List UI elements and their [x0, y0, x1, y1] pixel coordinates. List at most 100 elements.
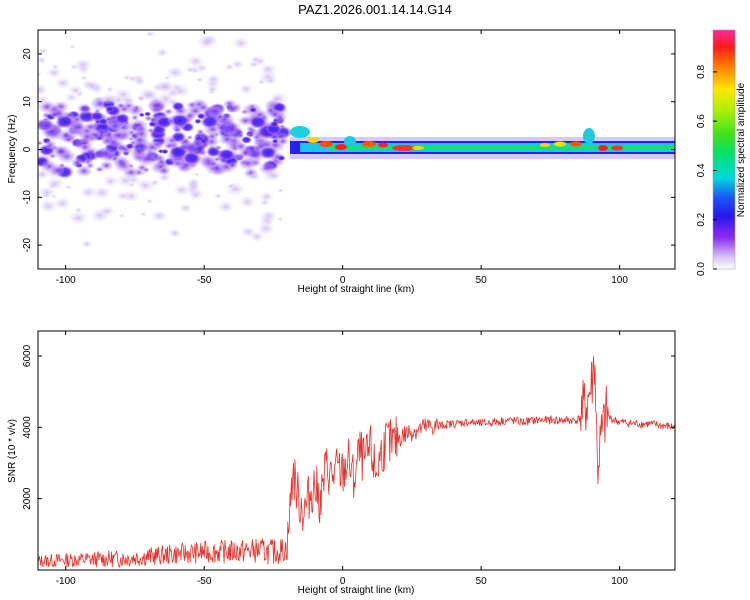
noise-blob: [72, 116, 82, 123]
noise-blob: [267, 99, 274, 105]
noise-blob: [231, 59, 244, 69]
snr-y-ticks: 2000 4000 6000: [22, 344, 675, 510]
noise-blob: [105, 106, 115, 113]
noise-blob: [136, 95, 145, 102]
noise-blob: [140, 170, 147, 176]
noise-blob: [163, 141, 175, 150]
noise-blob: [38, 140, 44, 146]
noise-blob: [115, 113, 130, 124]
noise-blob: [182, 152, 201, 165]
noise-blob: [249, 231, 265, 242]
noise-blob: [272, 138, 279, 144]
noise-blob: [206, 146, 221, 157]
noise-blob: [166, 66, 185, 79]
spectrogram-image: [38, 30, 675, 269]
noise-blob: [96, 147, 116, 161]
noise-blob: [145, 30, 155, 38]
y-tick-label: 0: [22, 146, 33, 152]
noise-blob: [74, 58, 92, 71]
spectrogram-x-ticks: -100 -50 0 50 100: [56, 30, 628, 286]
noise-blob: [194, 118, 202, 124]
noise-blob: [48, 153, 57, 159]
noise-blob: [119, 95, 135, 106]
noise-blob: [196, 35, 216, 50]
noise-blob: [277, 217, 283, 222]
noise-blob: [217, 200, 235, 213]
noise-blob: [140, 211, 148, 217]
noise-blob: [52, 64, 60, 70]
noise-blob: [133, 105, 140, 111]
noise-blob: [200, 115, 219, 129]
noise-blob: [52, 145, 71, 159]
noise-blob: [135, 178, 155, 192]
noise-blob: [68, 85, 83, 96]
noise-blob: [80, 75, 88, 81]
colorbar-frame: [712, 29, 736, 270]
noise-blob: [208, 90, 215, 95]
noise-blob: [147, 98, 167, 113]
noise-blob: [122, 190, 140, 203]
x-tick-label: 0: [340, 275, 346, 286]
noise-blob: [38, 83, 49, 96]
noise-blob: [98, 205, 116, 218]
noise-blob: [90, 111, 104, 121]
noise-blob: [260, 199, 270, 206]
noise-blob: [76, 165, 92, 177]
noise-blob: [150, 179, 160, 186]
noise-blob: [108, 122, 122, 131]
y-tick-label: -20: [22, 237, 33, 252]
noise-blob: [79, 131, 95, 143]
noise-blob: [156, 48, 169, 57]
noise-blob: [80, 143, 91, 152]
noise-blob: [155, 80, 175, 94]
noise-blob: [131, 114, 139, 121]
noise-blob: [38, 48, 48, 54]
signal-band-green: [330, 145, 675, 150]
noise-blob: [185, 66, 195, 73]
noise-blob: [136, 152, 156, 166]
noise-blob: [144, 111, 151, 117]
spectrogram-y-label: Frequency (Hz): [7, 115, 18, 184]
x-tick-label: 50: [476, 576, 488, 587]
noise-blob: [179, 203, 192, 213]
noise-blob: [80, 239, 93, 248]
noise-blob: [195, 77, 204, 83]
noise-blob: [71, 158, 84, 167]
noise-blob: [158, 166, 171, 176]
noise-blob: [156, 116, 173, 129]
noise-blob: [277, 155, 286, 161]
noise-blob: [68, 211, 88, 225]
noise-blob: [125, 143, 134, 150]
noise-blob: [146, 198, 154, 204]
noise-blob: [215, 112, 235, 127]
noise-blob: [187, 177, 201, 188]
noise-blob: [51, 107, 68, 120]
noise-blob: [71, 122, 86, 132]
noise-blob: [259, 146, 277, 159]
snr-panel: -100 -50 0 50 100 2000 4000 6000 Height of str…: [7, 330, 676, 596]
colorbar-tick-label: 0.0: [696, 262, 707, 276]
x-tick-label: 0: [340, 576, 346, 587]
noise-blob: [170, 113, 190, 128]
noise-blob: [119, 125, 128, 131]
noise-blob: [150, 209, 168, 222]
colorbar-label: Normalized spectral amplitude: [736, 82, 747, 217]
noise-blob: [98, 118, 108, 125]
noise-blob: [226, 104, 239, 114]
noise-blob: [195, 63, 208, 73]
noise-blob: [38, 56, 47, 64]
noise-blob: [197, 103, 210, 112]
noise-blob: [231, 36, 250, 50]
snr-x-label: Height of straight line (km): [298, 585, 415, 596]
colorbar-tick-label: 0.8: [696, 64, 707, 78]
noise-blob: [105, 86, 115, 93]
noise-blob: [277, 188, 284, 193]
noise-blob: [249, 107, 257, 113]
y-tick-label: -10: [22, 190, 33, 205]
noise-blob: [134, 128, 149, 140]
noise-blob: [268, 109, 282, 120]
noise-blob: [141, 89, 158, 101]
noise-blob: [38, 119, 56, 132]
noise-blob: [172, 101, 185, 111]
